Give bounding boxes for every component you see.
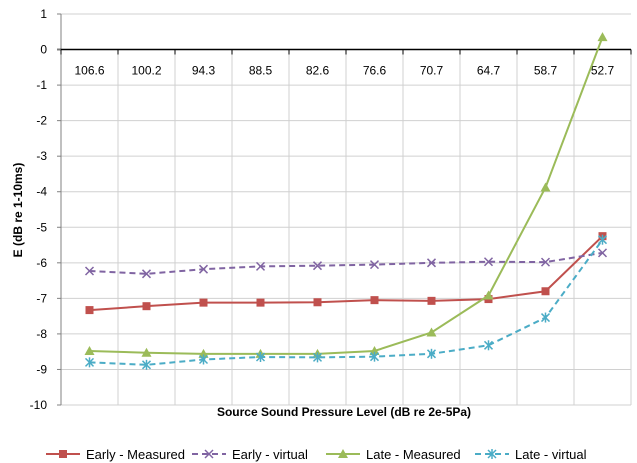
y-axis-label: E (dB re 1-10ms) [11,163,25,258]
x-tick-label: 88.5 [249,64,273,78]
marker-triangle [426,327,437,337]
marker-square [370,296,379,305]
marker-asterisk [426,348,437,359]
marker-x [84,266,95,276]
marker-x [141,269,152,279]
legend-label: Late - Measured [366,447,461,462]
y-tick-label: -4 [36,185,47,199]
marker-triangle [338,449,348,458]
marker-asterisk [597,234,608,245]
x-tick-label: 82.6 [306,64,330,78]
x-tick-label: 76.6 [363,64,387,78]
marker-x [255,261,266,271]
x-tick-label: 100.2 [131,64,161,78]
x-tick-labels: 106.6 100.2 94.3 88.5 82.6 76.6 70.7 64.7 58.7 52… [74,64,614,78]
legend-item: Late - virtual [475,447,587,462]
marker-x [369,260,380,270]
x-tick-label: 106.6 [74,64,104,78]
legend: Early - Measured Early - virtual Late - Me… [46,447,587,462]
marker-asterisk [198,354,209,365]
series-line [89,251,603,275]
y-tick-label: -8 [36,327,47,341]
y-tick-label: -2 [36,114,47,128]
x-tick-label: 94.3 [192,64,216,78]
marker-square [541,287,550,296]
legend-item: Early - virtual [192,447,308,462]
marker-triangle [597,32,608,42]
y-tick-label: 1 [40,7,47,21]
legend-item: Late - Measured [326,447,461,462]
x-tick-label: 64.7 [477,64,501,78]
marker-x [204,449,214,459]
legend-item: Early - Measured [46,447,185,462]
marker-square [142,302,151,311]
marker-asterisk [369,351,380,362]
x-axis-label: Source Sound Pressure Level (dB re 2e-5P… [217,405,471,419]
series-layer [84,32,608,370]
legend-label: Early - Measured [86,447,185,462]
marker-asterisk [312,352,323,363]
axes [57,13,632,406]
marker-x [597,248,608,258]
marker-x [198,264,209,274]
y-tick-label: -10 [30,398,48,412]
y-tick-label: -9 [36,362,47,376]
series-line [89,235,604,312]
marker-asterisk [255,352,266,363]
marker-square [313,298,322,307]
marker-triangle [540,182,551,192]
marker-asterisk [487,449,497,459]
x-tick-label: 52.7 [591,64,615,78]
series-line [89,239,604,366]
marker-triangle [141,347,152,357]
marker-triangle [483,290,494,300]
y-tick-label: -5 [36,220,47,234]
legend-label: Late - virtual [515,447,587,462]
marker-triangle [198,348,209,358]
series-late-virtual [84,234,608,370]
marker-square [59,450,67,458]
marker-asterisk [540,312,551,323]
y-tick-label: 0 [40,43,47,57]
marker-square [85,306,94,315]
y-tick-label: -7 [36,291,47,305]
series-line [89,36,604,355]
marker-square [256,298,265,307]
legend-label: Early - virtual [232,447,308,462]
y-tick-label: -1 [36,78,47,92]
marker-square [427,296,436,305]
marker-triangle [369,345,380,355]
marker-asterisk [483,340,494,351]
marker-x [312,261,323,271]
x-tick-label: 58.7 [534,64,558,78]
x-tick-label: 70.7 [420,64,444,78]
series-early-virtual [84,248,608,279]
marker-square [199,298,208,307]
y-tick-labels: 1 0 -1 -2 -3 -4 -5 -6 -7 -8 -9 -10 [30,7,48,412]
marker-asterisk [84,357,95,368]
marker-x [483,257,494,267]
y-tick-label: -6 [36,256,47,270]
y-tick-label: -3 [36,149,47,163]
marker-triangle [84,345,95,355]
marker-asterisk [141,359,152,370]
marker-x [426,258,437,268]
marker-x [540,257,551,267]
